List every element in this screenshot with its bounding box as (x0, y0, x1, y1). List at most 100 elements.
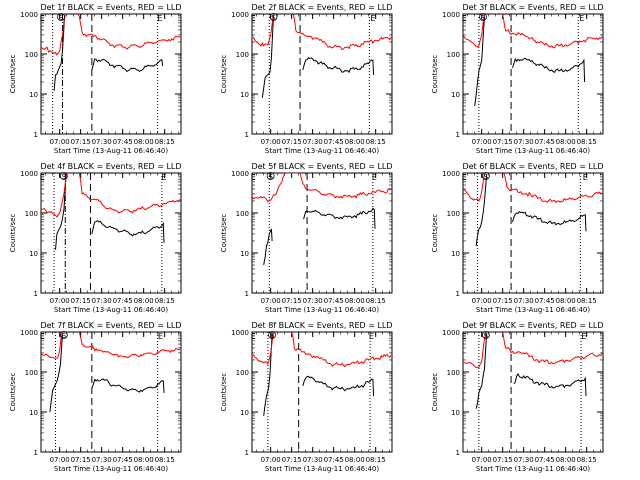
series-lld-line (502, 332, 603, 365)
x-axis-label: Start Time (13-Aug-11 06:46:40) (476, 465, 590, 473)
marker-E: E (370, 14, 375, 23)
y-tick-label: 10 (451, 409, 460, 417)
x-axis-label: Start Time (13-Aug-11 06:46:40) (265, 147, 379, 155)
y-tick-label: 1 (456, 290, 460, 298)
marker-S: S (268, 173, 273, 181)
series-lld-line (41, 332, 63, 359)
marker-S: S (481, 14, 486, 22)
x-tick-label: 07:45 (535, 456, 555, 464)
marker-E: E (251, 14, 256, 23)
series-events-line (263, 333, 273, 416)
marker-E: E (157, 14, 162, 23)
x-tick-label: 08:00 (556, 138, 576, 146)
y-tick-label: 1000 (442, 329, 460, 337)
x-tick-label: 08:00 (556, 297, 576, 305)
panel-title: Det 3f BLACK = Events, RED = LLD (462, 3, 603, 12)
series-lld-line (463, 332, 487, 369)
panel-title: Det 1f BLACK = Events, RED = LLD (40, 3, 181, 12)
x-axis-label: Start Time (13-Aug-11 06:46:40) (54, 147, 168, 155)
y-tick-label: 1000 (442, 170, 460, 178)
panel-det-5: Det 5f BLACK = Events, RED = LLD 1 10 100 10… (220, 162, 393, 314)
x-axis-label: Start Time (13-Aug-11 06:46:40) (265, 306, 379, 314)
series-events-line (91, 58, 164, 73)
series-events-line (475, 333, 488, 409)
marker-S-circle (266, 172, 275, 180)
series-events-line (263, 228, 273, 266)
y-tick-label: 1000 (231, 11, 249, 19)
series-events-line (261, 15, 274, 98)
series-events-line (302, 375, 375, 397)
x-tick-label: 07:45 (113, 297, 133, 305)
x-tick-label: 08:00 (134, 297, 154, 305)
x-tick-label: 07:30 (92, 138, 112, 146)
series-events-line (475, 174, 488, 247)
y-tick-label: 10 (451, 91, 460, 99)
series-lld-line (78, 332, 181, 359)
y-axis-label: Counts/sec (9, 214, 17, 253)
x-tick-label: 08:15 (577, 456, 597, 464)
marker-S-circle (479, 13, 487, 21)
y-tick-label: 100 (447, 369, 460, 377)
series-events-line (49, 333, 63, 413)
panel-title: Det 5f BLACK = Events, RED = LLD (251, 162, 392, 171)
series-lld-line (252, 173, 392, 203)
x-tick-label: 07:30 (514, 297, 534, 305)
x-tick-label: 07:00 (261, 138, 281, 146)
series-lld-line (78, 173, 181, 214)
x-tick-label: 07:30 (303, 138, 323, 146)
y-tick-label: 10 (29, 91, 38, 99)
y-tick-label: 1 (245, 290, 249, 298)
plot-frame (462, 13, 604, 135)
x-tick-label: 07:00 (50, 456, 70, 464)
y-axis-label: Counts/sec (220, 373, 228, 412)
x-tick-label: 08:00 (556, 456, 576, 464)
plot-frame (40, 331, 182, 453)
plot-frame (251, 331, 393, 453)
x-tick-label: 07:15 (282, 138, 302, 146)
y-tick-label: 10 (240, 250, 249, 258)
series-lld-line (77, 14, 181, 50)
marker-E: E (579, 14, 584, 23)
y-tick-label: 1 (34, 290, 38, 298)
series-events-line (512, 211, 587, 232)
y-tick-label: 1000 (231, 170, 249, 178)
panel-title: Det 2f BLACK = Events, RED = LLD (251, 3, 392, 12)
y-tick-label: 100 (447, 51, 460, 59)
x-axis-label: Start Time (13-Aug-11 06:46:40) (476, 306, 590, 314)
y-axis-label: Counts/sec (431, 55, 439, 94)
series-lld-line (463, 14, 485, 48)
series-events-line (513, 373, 587, 397)
y-axis-label: Counts/sec (9, 55, 17, 94)
y-tick-label: 100 (236, 51, 249, 59)
x-tick-label: 08:00 (345, 456, 365, 464)
y-axis-label: Counts/sec (220, 55, 228, 94)
marker-E: E (462, 173, 467, 182)
y-tick-label: 1 (245, 131, 249, 139)
y-axis-label: Counts/sec (220, 214, 228, 253)
x-tick-label: 07:45 (113, 456, 133, 464)
x-tick-label: 07:45 (535, 138, 555, 146)
plot-frame (251, 13, 393, 135)
y-tick-label: 1 (456, 131, 460, 139)
y-tick-label: 10 (451, 250, 460, 258)
marker-E: E (251, 332, 256, 341)
series-events-line (302, 57, 375, 75)
series-events-line (474, 15, 485, 107)
x-tick-label: 07:00 (261, 456, 281, 464)
x-tick-label: 07:45 (324, 297, 344, 305)
x-axis-label: Start Time (13-Aug-11 06:46:40) (54, 306, 168, 314)
x-tick-label: 08:15 (155, 138, 175, 146)
x-tick-label: 07:15 (71, 138, 91, 146)
marker-S-circle (57, 13, 65, 21)
y-tick-label: 1000 (20, 11, 38, 19)
x-tick-label: 08:00 (134, 456, 154, 464)
y-tick-label: 1 (456, 449, 460, 457)
y-tick-label: 100 (447, 210, 460, 218)
x-tick-label: 07:00 (50, 138, 70, 146)
x-tick-label: 07:00 (472, 456, 492, 464)
series-lld-line (502, 14, 603, 49)
x-tick-label: 08:15 (155, 297, 175, 305)
marker-E: E (583, 173, 588, 182)
x-tick-label: 07:45 (535, 297, 555, 305)
y-tick-label: 100 (25, 210, 38, 218)
